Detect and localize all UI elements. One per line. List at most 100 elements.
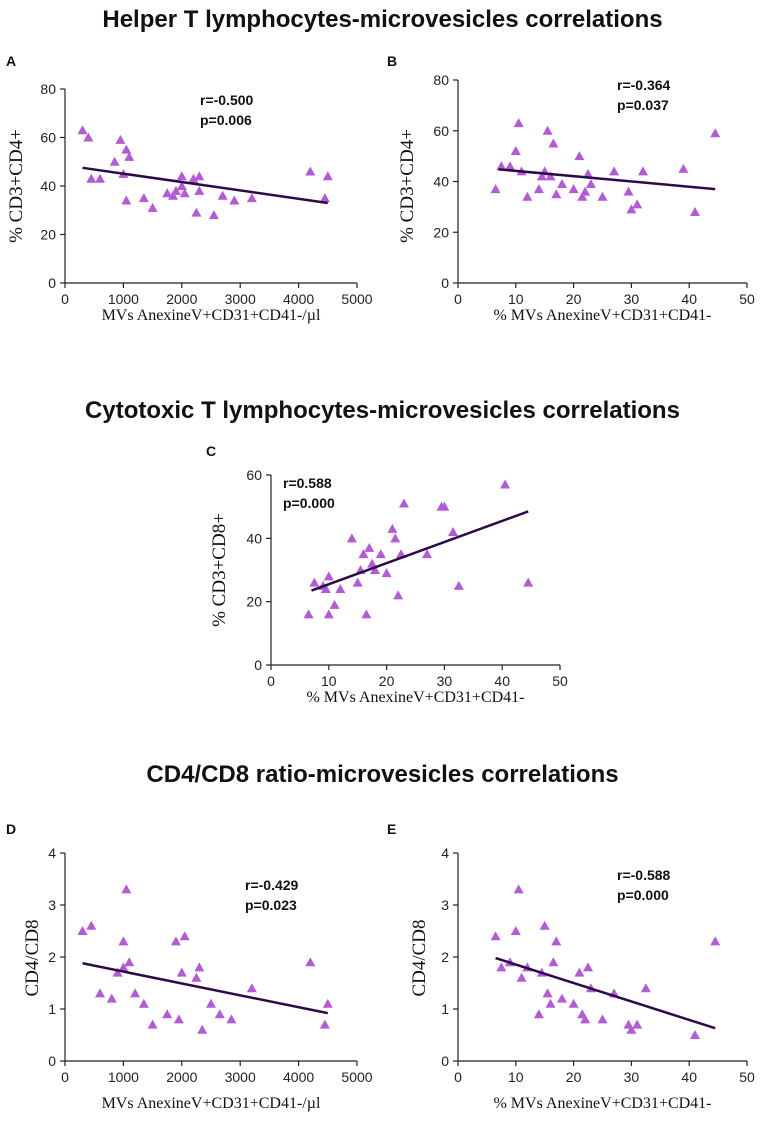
x-tick-label: 1000 (108, 1069, 139, 1085)
chart-panel-e: E 0 1 2 3 4 0 10 20 30 40 50% MVs AnexineV+CD31+CD4… (385, 808, 765, 1128)
x-tick-label: 20 (379, 673, 395, 689)
data-point (138, 998, 149, 1008)
x-tick-label: 0 (454, 1069, 462, 1085)
x-tick-label: 50 (552, 673, 568, 689)
data-point (568, 184, 579, 194)
data-point (217, 190, 228, 200)
x-axis-title: % MVs AnexineV+CD31+CD41- (493, 1095, 711, 1112)
data-point (393, 590, 404, 600)
data-point (352, 577, 363, 587)
data-point (689, 1030, 700, 1039)
correlation-r: r=-0.500 (200, 92, 254, 108)
data-point (637, 166, 648, 176)
data-point (162, 1009, 173, 1019)
data-point (551, 189, 562, 199)
regression-line (311, 510, 529, 592)
x-axis-title: % MVs AnexineV+CD31+CD41- (306, 689, 524, 706)
data-point (162, 188, 173, 198)
data-point (689, 206, 700, 216)
data-point (585, 179, 596, 189)
y-tick-label: 0 (254, 657, 262, 673)
data-point (632, 1019, 643, 1029)
x-axis-title: % MVs AnexineV+CD31+CD41- (493, 307, 711, 324)
data-point (568, 998, 579, 1008)
data-point (542, 125, 553, 135)
regression-line (495, 956, 716, 1030)
helper-section-title: Helper T lymphocytes-microvesicles corre… (102, 6, 663, 33)
regression-line (82, 962, 329, 1015)
data-point (170, 936, 181, 946)
data-point (370, 565, 381, 574)
y-tick-label: 1 (48, 1001, 56, 1017)
scatter-plot-a: A 0 20 40 60 80 0 1000 2000 3000 4000 5000 MVs Anexi… (6, 53, 373, 324)
panel-letter: B (387, 53, 397, 69)
y-axis-title: % CD3+CD4+ (397, 129, 418, 243)
panel-letter: E (387, 821, 396, 837)
data-point (323, 609, 334, 619)
data-point (191, 207, 202, 217)
y-tick-label: 4 (441, 845, 449, 861)
x-tick-label: 30 (437, 673, 453, 689)
y-tick-label: 40 (40, 178, 56, 194)
y-tick-label: 4 (48, 845, 56, 861)
panel-letter: D (6, 821, 16, 837)
data-point (580, 186, 591, 196)
x-tick-label: 0 (454, 291, 462, 307)
correlation-r: r=-0.588 (617, 867, 671, 883)
data-point (121, 144, 132, 154)
data-point (206, 998, 216, 1008)
data-point (246, 983, 257, 993)
x-tick-label: 10 (508, 291, 524, 307)
y-tick-label: 20 (40, 227, 56, 243)
data-point (188, 173, 199, 183)
x-tick-label: 50 (739, 291, 755, 307)
data-point (323, 571, 334, 581)
y-tick-label: 20 (246, 594, 262, 610)
data-point (130, 988, 141, 998)
y-tick-label: 0 (48, 275, 56, 291)
data-point (118, 936, 129, 946)
y-tick-label: 60 (246, 467, 262, 483)
data-point (83, 132, 94, 142)
y-axis-title: CD4/CD8 (22, 919, 43, 996)
data-point (533, 1009, 544, 1019)
correlation-p: p=0.000 (617, 887, 669, 903)
x-tick-label: 50 (739, 1069, 755, 1085)
data-point (319, 1019, 330, 1029)
data-point (118, 962, 129, 972)
data-point (115, 134, 126, 144)
data-point (179, 188, 190, 198)
data-point (390, 533, 401, 543)
x-tick-label: 4000 (283, 1069, 314, 1085)
x-tick-label: 0 (61, 1069, 69, 1085)
data-point (398, 498, 409, 508)
data-point (505, 161, 516, 171)
data-point (170, 185, 181, 195)
data-point (226, 1014, 237, 1024)
data-point (597, 191, 608, 201)
y-tick-label: 3 (441, 897, 449, 913)
data-point (77, 125, 88, 135)
data-point (545, 998, 556, 1008)
data-point (246, 193, 257, 203)
data-point (86, 173, 97, 183)
data-point (124, 151, 135, 161)
x-tick-label: 20 (566, 1069, 582, 1085)
data-point (320, 584, 331, 593)
data-point (121, 195, 132, 205)
y-tick-label: 2 (48, 949, 56, 965)
data-point (500, 479, 511, 489)
data-point (548, 957, 559, 967)
y-axis-title: % CD3+CD8+ (209, 513, 230, 627)
data-point (147, 1019, 158, 1029)
data-point (510, 926, 521, 935)
data-point (626, 204, 637, 214)
x-tick-label: 3000 (225, 1069, 256, 1085)
data-point (361, 609, 372, 619)
x-tick-label: 40 (494, 673, 510, 689)
data-point (453, 580, 464, 590)
data-point (490, 931, 501, 941)
x-tick-label: 4000 (283, 291, 314, 307)
data-point (536, 171, 547, 181)
data-point (551, 936, 562, 946)
